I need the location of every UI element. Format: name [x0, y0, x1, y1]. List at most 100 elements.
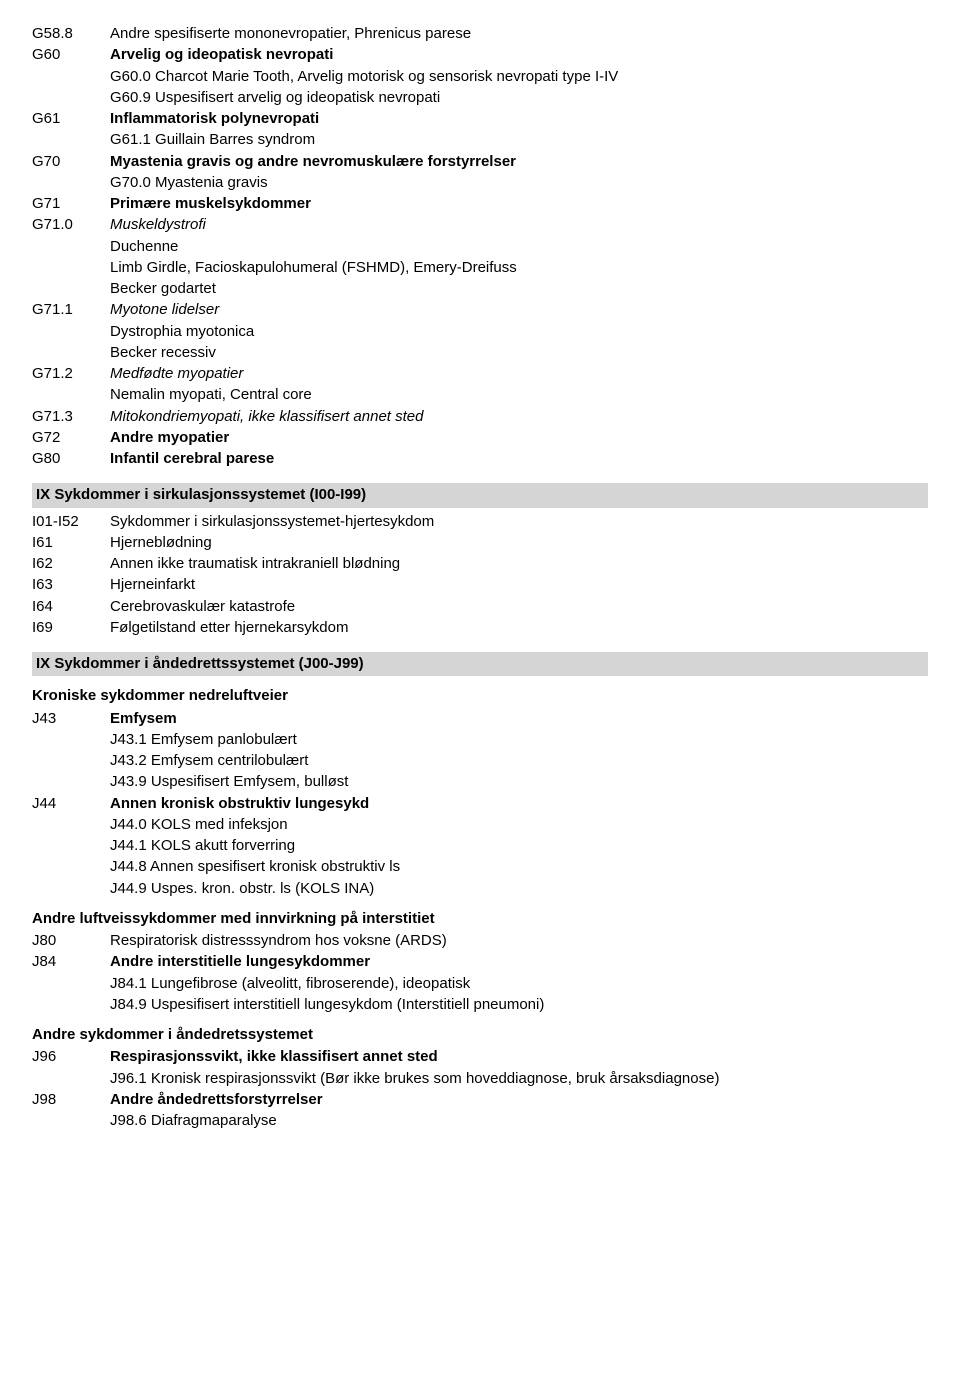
code-row: I01-I52Sykdommer i sirkulasjonssystemet-…: [32, 512, 928, 532]
code-row: J43.9 Uspesifisert Emfysem, bulløst: [32, 772, 928, 792]
row-text: J84.9 Uspesifisert interstitiell lungesy…: [32, 995, 928, 1015]
code-row: J96.1 Kronisk respirasjonssvikt (Bør ikk…: [32, 1069, 928, 1089]
code-row: J98.6 Diafragmaparalyse: [32, 1111, 928, 1131]
code-row: I64Cerebrovaskulær katastrofe: [32, 597, 928, 617]
row-text: Myotone lidelser: [110, 300, 928, 320]
sub-header-kroniske: Kroniske sykdommer nedreluftveier: [32, 686, 928, 706]
code-row: G71.2Medfødte myopatier: [32, 364, 928, 384]
row-text: Andre åndedrettsforstyrrelser: [110, 1090, 928, 1110]
row-text: Hjerneblødning: [110, 533, 928, 553]
row-text: Inflammatorisk polynevropati: [110, 109, 928, 129]
row-code: I01-I52: [32, 512, 110, 532]
row-text: Andre myopatier: [110, 428, 928, 448]
row-text: Infantil cerebral parese: [110, 449, 928, 469]
row-text: Mitokondriemyopati, ikke klassifisert an…: [110, 407, 928, 427]
row-code: J43: [32, 709, 110, 729]
row-text: Limb Girdle, Facioskapulohumeral (FSHMD)…: [32, 258, 928, 278]
code-row: Becker recessiv: [32, 343, 928, 363]
code-row: J96Respirasjonssvikt, ikke klassifisert …: [32, 1047, 928, 1067]
row-text: J43.9 Uspesifisert Emfysem, bulløst: [32, 772, 928, 792]
code-row: G72Andre myopatier: [32, 428, 928, 448]
section-header-resp: IX Sykdommer i åndedrettssystemet (J00-J…: [32, 652, 928, 676]
row-code: J96: [32, 1047, 110, 1067]
row-text: Duchenne: [32, 237, 928, 257]
code-row: J80Respiratorisk distresssyndrom hos vok…: [32, 931, 928, 951]
row-text: Følgetilstand etter hjernekarsykdom: [110, 618, 928, 638]
row-code: G80: [32, 449, 110, 469]
code-row: Becker godartet: [32, 279, 928, 299]
row-code: G71.2: [32, 364, 110, 384]
row-text: J44.1 KOLS akutt forverring: [32, 836, 928, 856]
row-text: J44.0 KOLS med infeksjon: [32, 815, 928, 835]
row-text: Respiratorisk distresssyndrom hos voksne…: [110, 931, 928, 951]
row-code: G72: [32, 428, 110, 448]
code-row: J84Andre interstitielle lungesykdommer: [32, 952, 928, 972]
sub-header-andre: Andre sykdommer i åndedretssystemet: [32, 1025, 928, 1045]
row-code: J84: [32, 952, 110, 972]
code-row: J44.1 KOLS akutt forverring: [32, 836, 928, 856]
section-header-circ: IX Sykdommer i sirkulasjonssystemet (I00…: [32, 483, 928, 507]
row-code: G71.3: [32, 407, 110, 427]
row-text: G61.1 Guillain Barres syndrom: [32, 130, 928, 150]
code-row: J44Annen kronisk obstruktiv lungesykd: [32, 794, 928, 814]
code-row: G60.0 Charcot Marie Tooth, Arvelig motor…: [32, 67, 928, 87]
code-row: J43.1 Emfysem panlobulært: [32, 730, 928, 750]
row-text: Primære muskelsykdommer: [110, 194, 928, 214]
row-code: I69: [32, 618, 110, 638]
code-row: I62Annen ikke traumatisk intrakraniell b…: [32, 554, 928, 574]
row-text: Cerebrovaskulær katastrofe: [110, 597, 928, 617]
row-text: Emfysem: [110, 709, 928, 729]
row-text: Muskeldystrofi: [110, 215, 928, 235]
code-list-top: G58.8Andre spesifiserte mononevropatier,…: [32, 24, 928, 469]
row-text: J96.1 Kronisk respirasjonssvikt (Bør ikk…: [32, 1069, 928, 1089]
code-row: I61Hjerneblødning: [32, 533, 928, 553]
row-code: G58.8: [32, 24, 110, 44]
code-row: G71Primære muskelsykdommer: [32, 194, 928, 214]
code-row: I63Hjerneinfarkt: [32, 575, 928, 595]
row-text: Annen kronisk obstruktiv lungesykd: [110, 794, 928, 814]
row-code: G71.1: [32, 300, 110, 320]
code-row: J43Emfysem: [32, 709, 928, 729]
row-text: Becker recessiv: [32, 343, 928, 363]
row-code: I64: [32, 597, 110, 617]
row-text: Andre interstitielle lungesykdommer: [110, 952, 928, 972]
row-text: J43.1 Emfysem panlobulært: [32, 730, 928, 750]
row-code: G71.0: [32, 215, 110, 235]
row-code: G70: [32, 152, 110, 172]
code-row: Limb Girdle, Facioskapulohumeral (FSHMD)…: [32, 258, 928, 278]
row-code: I62: [32, 554, 110, 574]
code-row: J43.2 Emfysem centrilobulært: [32, 751, 928, 771]
code-list-resp-1: J43EmfysemJ43.1 Emfysem panlobulærtJ43.2…: [32, 709, 928, 899]
code-row: G71.0Muskeldystrofi: [32, 215, 928, 235]
code-row: J84.9 Uspesifisert interstitiell lungesy…: [32, 995, 928, 1015]
code-row: Duchenne: [32, 237, 928, 257]
row-text: G60.9 Uspesifisert arvelig og ideopatisk…: [32, 88, 928, 108]
row-text: J44.9 Uspes. kron. obstr. ls (KOLS INA): [32, 879, 928, 899]
code-row: J44.0 KOLS med infeksjon: [32, 815, 928, 835]
row-text: Annen ikke traumatisk intrakraniell blød…: [110, 554, 928, 574]
code-row: G60Arvelig og ideopatisk nevropati: [32, 45, 928, 65]
row-text: Andre spesifiserte mononevropatier, Phre…: [110, 24, 928, 44]
row-text: Sykdommer i sirkulasjonssystemet-hjertes…: [110, 512, 928, 532]
code-row: J84.1 Lungefibrose (alveolitt, fibrosere…: [32, 974, 928, 994]
row-code: J44: [32, 794, 110, 814]
code-list-circ: I01-I52Sykdommer i sirkulasjonssystemet-…: [32, 512, 928, 639]
row-code: J80: [32, 931, 110, 951]
code-row: Nemalin myopati, Central core: [32, 385, 928, 405]
code-row: G71.1Myotone lidelser: [32, 300, 928, 320]
code-list-resp-3: J96Respirasjonssvikt, ikke klassifisert …: [32, 1047, 928, 1131]
row-text: Dystrophia myotonica: [32, 322, 928, 342]
code-row: G60.9 Uspesifisert arvelig og ideopatisk…: [32, 88, 928, 108]
row-text: J84.1 Lungefibrose (alveolitt, fibrosere…: [32, 974, 928, 994]
row-text: J43.2 Emfysem centrilobulært: [32, 751, 928, 771]
row-text: Respirasjonssvikt, ikke klassifisert ann…: [110, 1047, 928, 1067]
row-code: G60: [32, 45, 110, 65]
code-row: J44.9 Uspes. kron. obstr. ls (KOLS INA): [32, 879, 928, 899]
code-row: J98Andre åndedrettsforstyrrelser: [32, 1090, 928, 1110]
row-text: Arvelig og ideopatisk nevropati: [110, 45, 928, 65]
sub-header-interstitiet: Andre luftveissykdommer med innvirkning …: [32, 909, 928, 929]
row-code: G71: [32, 194, 110, 214]
code-row: G71.3Mitokondriemyopati, ikke klassifise…: [32, 407, 928, 427]
row-text: Hjerneinfarkt: [110, 575, 928, 595]
code-row: G70.0 Myastenia gravis: [32, 173, 928, 193]
